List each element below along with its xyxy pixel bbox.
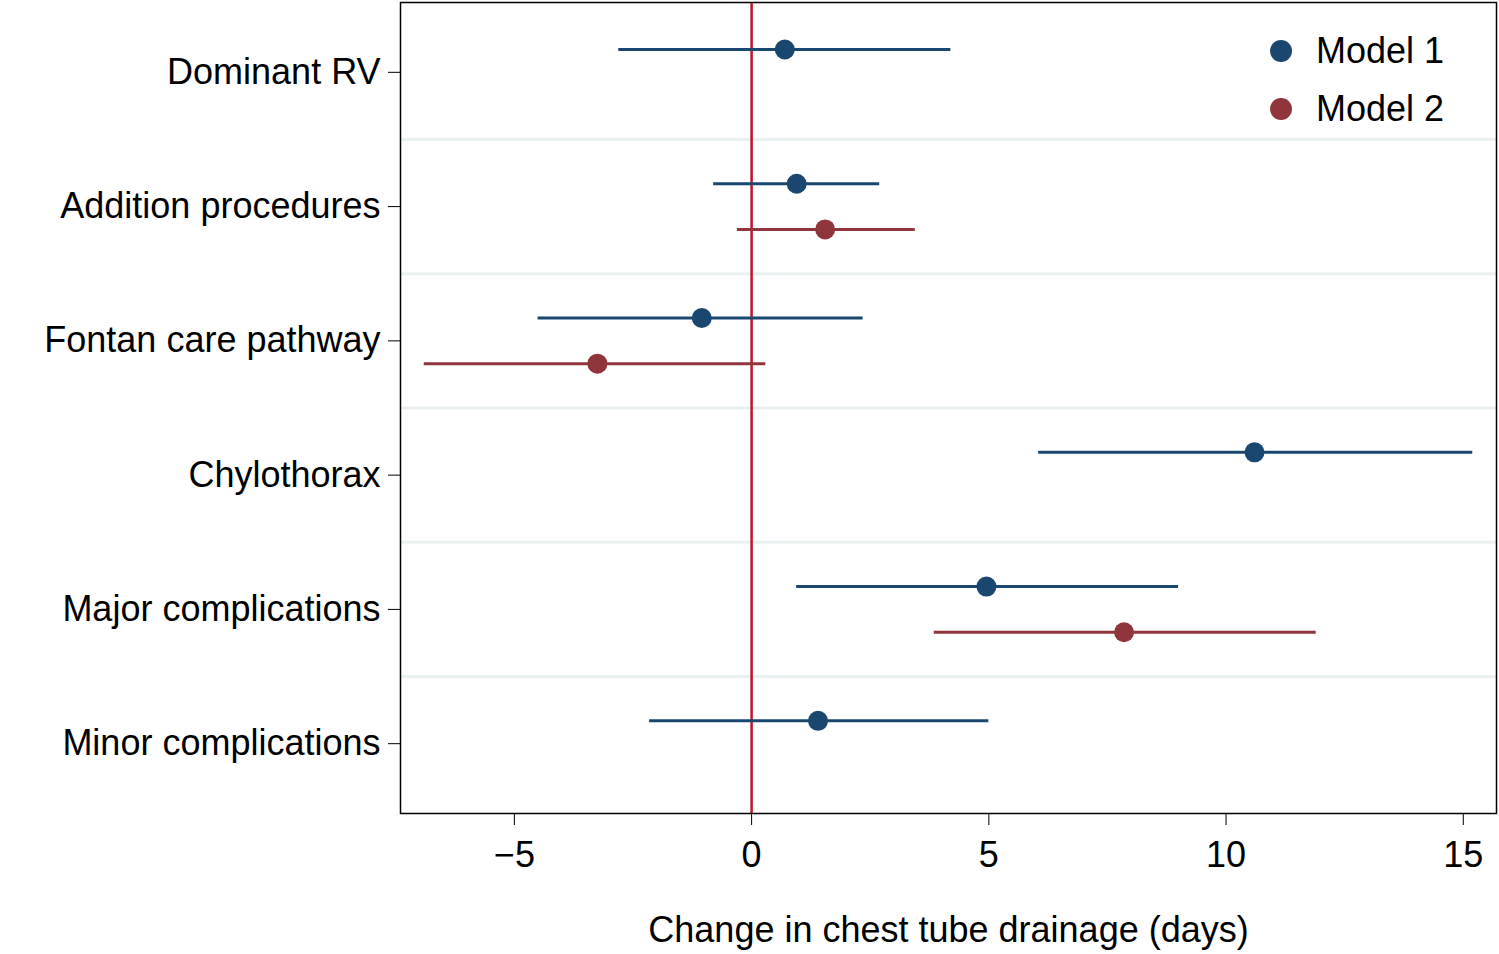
svg-text:−5: −5: [494, 834, 535, 875]
svg-text:Major complications: Major complications: [62, 588, 380, 629]
svg-text:Minor complications: Minor complications: [62, 722, 380, 763]
svg-text:Addition procedures: Addition procedures: [60, 185, 380, 226]
html-text:Model 1: Model 1: [1315, 30, 1444, 71]
svg-text:Chylothorax: Chylothorax: [188, 454, 380, 495]
svg-text:0: 0: [742, 834, 762, 875]
svg-text:15: 15: [1443, 834, 1483, 875]
svg-text:Dominant RV: Dominant RV: [167, 51, 380, 92]
svg-text:5: 5: [979, 834, 999, 875]
html-text:Model 2: Model 2: [1315, 88, 1444, 129]
svg-text:10: 10: [1206, 834, 1246, 875]
svg-text:Change in chest tube drainage: Change in chest tube drainage (days): [648, 909, 1248, 950]
svg-text:Fontan care pathway: Fontan care pathway: [44, 319, 380, 360]
